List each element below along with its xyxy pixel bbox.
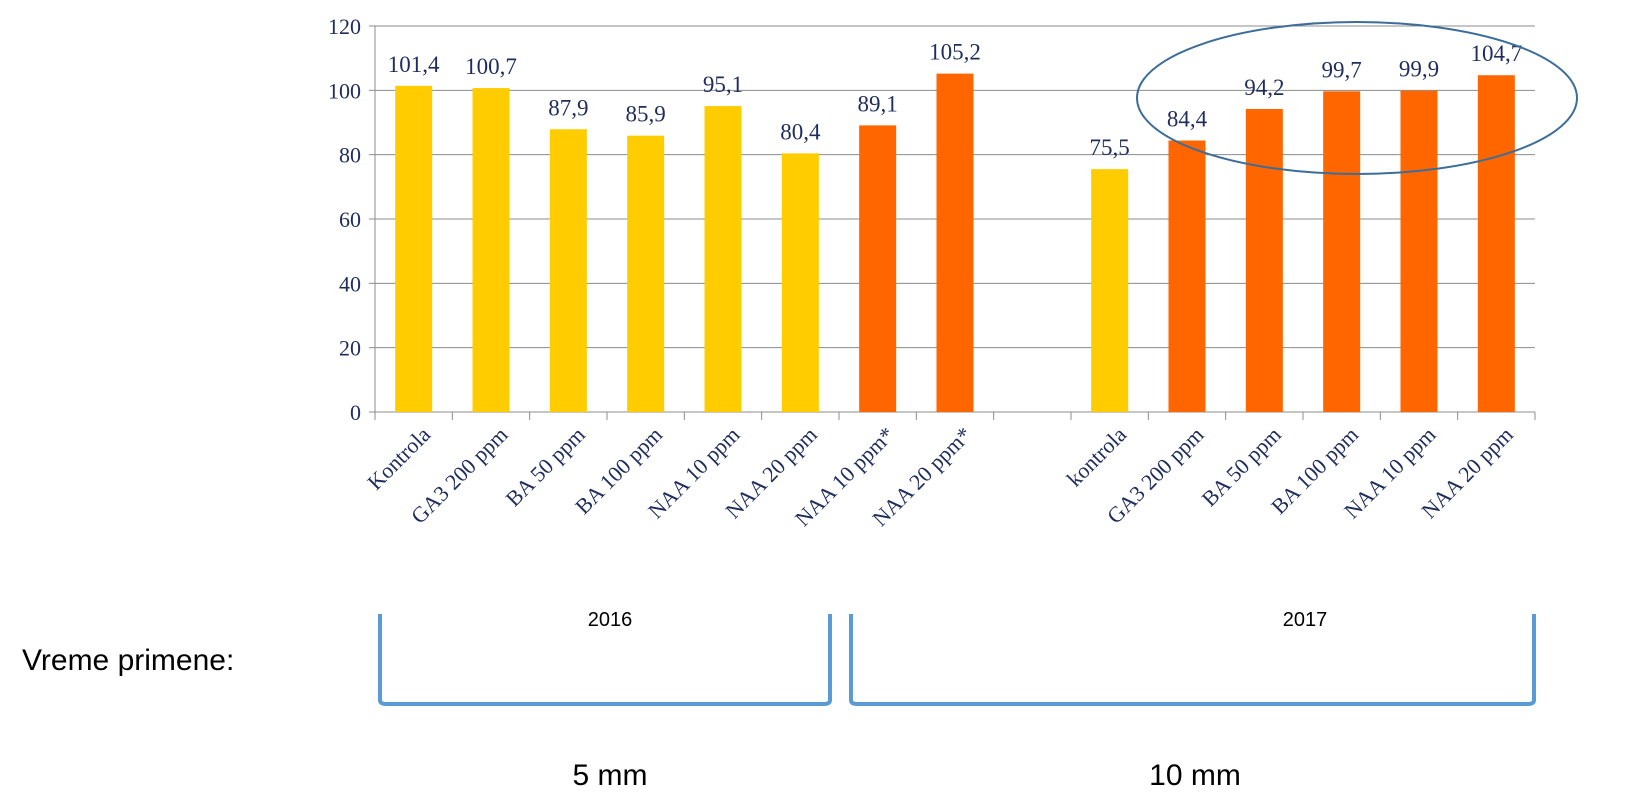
y-tick-labels: 0 20 40 60 80 100 120 [328, 14, 361, 425]
data-label: 84,4 [1167, 107, 1208, 132]
bar [627, 135, 665, 412]
category-label: kontrola [1062, 422, 1132, 492]
data-label: 99,7 [1322, 57, 1362, 82]
data-label: 80,4 [780, 119, 821, 144]
bracket-2017 [849, 614, 1536, 706]
y-tick-label: 60 [339, 207, 361, 232]
bar [1091, 169, 1129, 412]
application-time-label: Vreme primene: [22, 644, 234, 677]
group-size-2016: 5 mm [573, 759, 648, 792]
bar [1400, 90, 1438, 412]
bar [1323, 91, 1361, 412]
bar [936, 73, 974, 413]
data-label: 87,9 [548, 95, 588, 120]
y-tick-label: 40 [339, 271, 361, 296]
bracket-2016 [378, 614, 832, 706]
y-tick-label: 100 [328, 78, 361, 103]
data-label: 85,9 [626, 102, 666, 127]
bar [1245, 108, 1283, 413]
y-tick-label: 80 [339, 143, 361, 168]
bars [395, 73, 1515, 413]
category-label: Kontrola [362, 422, 435, 495]
bar [395, 85, 433, 412]
bar [859, 125, 897, 413]
data-label: 105,2 [929, 40, 981, 65]
data-label: 94,2 [1244, 75, 1284, 100]
y-tick-label: 120 [328, 14, 361, 39]
group-year-2017: 2017 [1283, 609, 1328, 631]
group-size-2017: 10 mm [1149, 759, 1241, 792]
data-labels: 101,4 100,7 87,9 85,9 95,1 80,4 89,1 105,2 75,5 8… [388, 40, 1522, 161]
data-label: 75,5 [1090, 135, 1130, 160]
y-tick-label: 20 [339, 336, 361, 361]
highlight-ellipse [1136, 21, 1578, 175]
data-label: 89,1 [858, 91, 898, 116]
group-year-2016: 2016 [588, 609, 633, 631]
data-label: 99,9 [1399, 57, 1439, 82]
bar [1477, 75, 1515, 412]
y-tick-label: 0 [350, 400, 361, 425]
data-label: 100,7 [465, 54, 517, 79]
data-label: 95,1 [703, 72, 743, 97]
bar [549, 129, 587, 412]
data-label: 101,4 [388, 52, 440, 77]
bar [472, 88, 510, 412]
bar [704, 106, 742, 412]
bar [781, 153, 819, 412]
bar [1168, 140, 1206, 412]
